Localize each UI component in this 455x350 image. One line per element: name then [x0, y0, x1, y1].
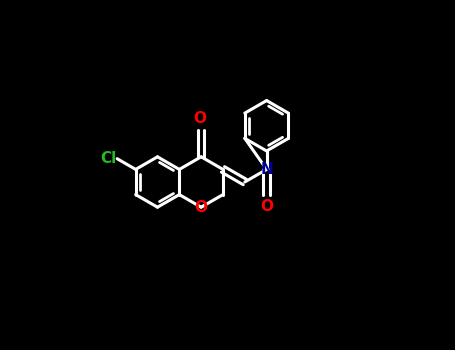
Text: O: O [195, 200, 207, 215]
Text: Cl: Cl [100, 151, 116, 166]
Text: N: N [260, 162, 273, 177]
Text: O: O [193, 111, 206, 126]
Text: O: O [260, 199, 273, 214]
